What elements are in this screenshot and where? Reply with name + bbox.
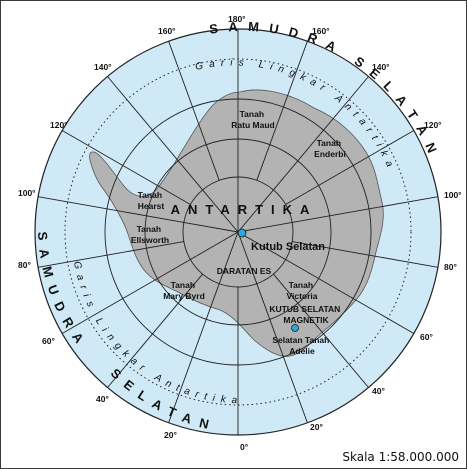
meridian-line [61, 130, 191, 205]
region-hearst: Tanah Hearst [138, 190, 165, 211]
region-labels: Tanah Ratu Maud Tanah Enderbi Tanah Hear… [131, 109, 346, 356]
meridian-inner-line [218, 231, 239, 284]
south-pole-marker [237, 228, 247, 238]
meridian-line [61, 259, 191, 334]
south-pole-label: Kutub Selatan [251, 241, 325, 253]
meridian-inner-line [202, 189, 239, 233]
meridian-line [168, 283, 220, 423]
lon-label-100w: 100° [18, 188, 36, 198]
lon-label-80e: 80° [444, 262, 457, 272]
meridian-line [256, 41, 308, 181]
magnetic-pole-label: KUTUB SELATAN MAGNETIK [269, 304, 342, 325]
meridian-line [285, 130, 415, 205]
lon-label-100e: 100° [444, 190, 462, 200]
lon-label-60w: 60° [42, 336, 55, 346]
lon-label-20w: 20° [164, 430, 177, 440]
region-enderbi: Tanah Enderbi [314, 138, 346, 159]
meridian-line [285, 259, 415, 334]
meridian-inner-line [183, 221, 239, 233]
meridian-line [273, 273, 369, 388]
meridian-line [107, 273, 203, 388]
longitude-labels: 180° 160° 140° 120° 100° 80° 60° 40° 20°… [18, 14, 462, 452]
magnetic-pole-marker [291, 324, 299, 332]
region-ellsworth: Tanah Ellsworth [131, 224, 169, 245]
lon-label-20e: 20° [310, 422, 323, 432]
lon-label-60e: 60° [420, 332, 433, 342]
meridian-inner-line [190, 231, 239, 260]
lon-label-40e: 40° [372, 386, 385, 396]
map-scale: Skala 1:58.000.000 [342, 450, 459, 464]
meridian-line [107, 76, 203, 191]
meridian-line [168, 41, 220, 181]
continent-label: ANTARTIKA [171, 202, 318, 217]
lon-label-180: 180° [228, 14, 246, 24]
lon-label-80w: 80° [18, 260, 31, 270]
lon-label-120w: 120° [50, 120, 68, 130]
ice-label: DARATAN ES [217, 266, 272, 276]
region-victoria: Tanah Victoria [286, 280, 317, 301]
region-ratu-maud: Tanah Ratu Maud [231, 109, 274, 130]
meridian-inner-line [237, 231, 286, 260]
lon-label-140w: 140° [94, 62, 112, 72]
meridian-line [292, 196, 438, 223]
lon-label-0: 0° [240, 442, 249, 452]
meridian-line [292, 241, 438, 268]
lon-label-160w: 160° [158, 26, 176, 36]
lon-label-120e: 120° [424, 120, 442, 130]
meridian-lines [38, 29, 438, 435]
meridian-inner-line [237, 221, 293, 233]
meridian-inner-line [237, 231, 258, 284]
region-mary-byrd: Tanah Mary Byrd [163, 280, 205, 301]
lon-label-140e: 140° [372, 62, 390, 72]
region-adelie: Selatan Tanah Adelie [272, 335, 331, 356]
meridian-line [273, 76, 369, 191]
meridian-line [256, 283, 308, 423]
meridian-inner-line [237, 189, 274, 233]
lon-label-40w: 40° [96, 394, 109, 404]
meridian-line [38, 196, 184, 223]
lon-label-160e: 160° [312, 26, 330, 36]
meridian-line [38, 241, 184, 268]
